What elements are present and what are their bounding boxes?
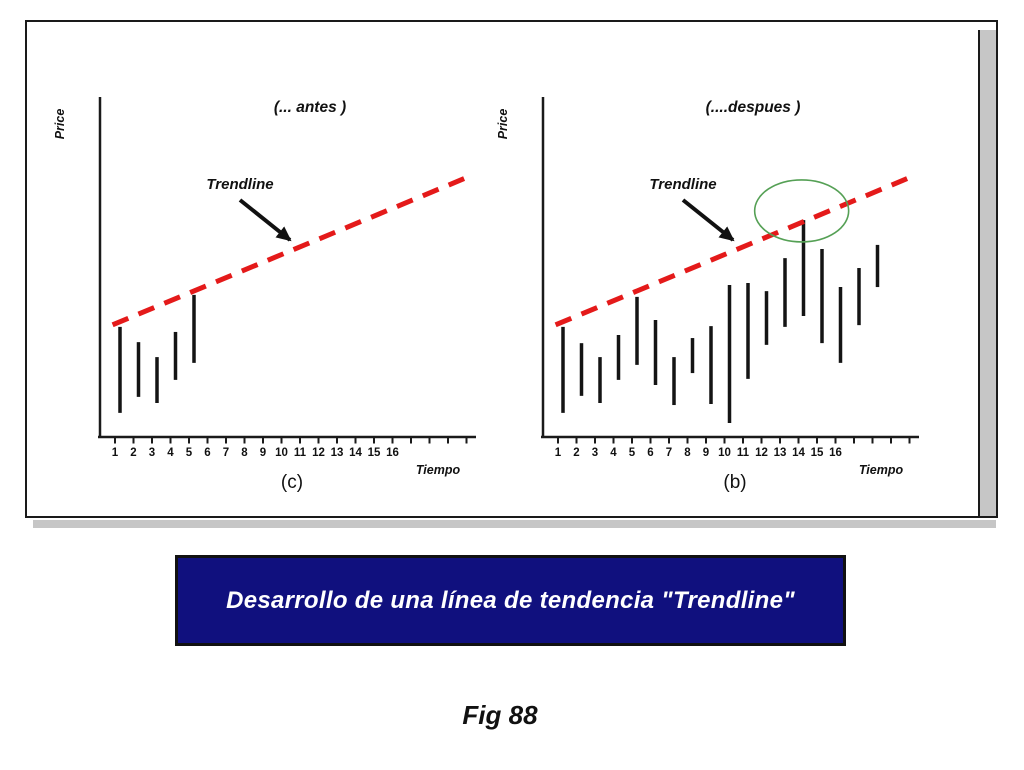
chart-title: (... antes )	[274, 99, 346, 116]
x-tick-label: 14	[792, 447, 805, 459]
highlight-ellipse	[753, 179, 850, 243]
x-tick-label: 13	[774, 447, 787, 459]
x-tick-label: 8	[241, 447, 248, 459]
annotation-arrow	[681, 198, 735, 242]
x-tick-label: 7	[666, 447, 672, 459]
x-tick-label: 6	[204, 447, 210, 459]
x-tick-label: 16	[829, 447, 842, 459]
x-tick-label: 9	[703, 447, 709, 459]
y-axis-label: Price	[53, 109, 67, 140]
x-tick-label: 3	[149, 447, 155, 459]
trendline-dashed	[111, 176, 466, 328]
x-tick-label: 4	[610, 447, 617, 459]
trendline-label: Trendline	[206, 176, 273, 193]
caption-text: Desarrollo de una línea de tendencia "Tr…	[226, 586, 795, 614]
x-tick-label: 1	[112, 447, 119, 459]
x-tick-label: 10	[275, 447, 288, 459]
x-tick-label: 12	[312, 447, 325, 459]
x-tick-label: 12	[755, 447, 768, 459]
x-tick-label: 6	[647, 447, 653, 459]
x-tick-label: 4	[167, 447, 174, 459]
x-tick-label: 8	[684, 447, 691, 459]
x-tick-label: 5	[186, 447, 193, 459]
x-tick-label: 15	[368, 447, 381, 459]
x-tick-label: 16	[386, 447, 399, 459]
x-tick-label: 15	[811, 447, 824, 459]
x-tick-label: 11	[294, 447, 307, 459]
x-tick-label: 7	[223, 447, 229, 459]
x-tick-label: 9	[260, 447, 266, 459]
x-tick-label: 14	[349, 447, 362, 459]
x-tick-label: 2	[130, 447, 136, 459]
trendline-label: Trendline	[649, 176, 716, 193]
x-axis-label: Tiempo	[416, 463, 461, 477]
frame-bottom-shadow	[33, 520, 996, 528]
caption-box: Desarrollo de una línea de tendencia "Tr…	[175, 555, 846, 646]
trendline-dashed	[554, 176, 909, 328]
x-tick-label: 13	[331, 447, 344, 459]
figure-number: Fig 88	[462, 700, 538, 730]
panel-label: (b)	[723, 472, 746, 493]
x-tick-label: 11	[737, 447, 750, 459]
x-tick-label: 2	[573, 447, 579, 459]
x-tick-label: 5	[629, 447, 636, 459]
x-tick-label: 1	[555, 447, 562, 459]
annotation-arrow	[238, 198, 292, 242]
x-tick-label: 3	[592, 447, 598, 459]
y-axis-label: Price	[496, 109, 510, 140]
x-axis-label: Tiempo	[859, 463, 904, 477]
chart-title: (....despues )	[706, 99, 801, 116]
x-tick-label: 10	[718, 447, 731, 459]
frame-right-shadow	[978, 30, 996, 516]
figure-frame: (... antes ) Price 1 2 3 4 5 6 7 8 9 10 11 12 13 14 15 16…	[25, 20, 998, 518]
panel-label: (c)	[281, 472, 303, 493]
